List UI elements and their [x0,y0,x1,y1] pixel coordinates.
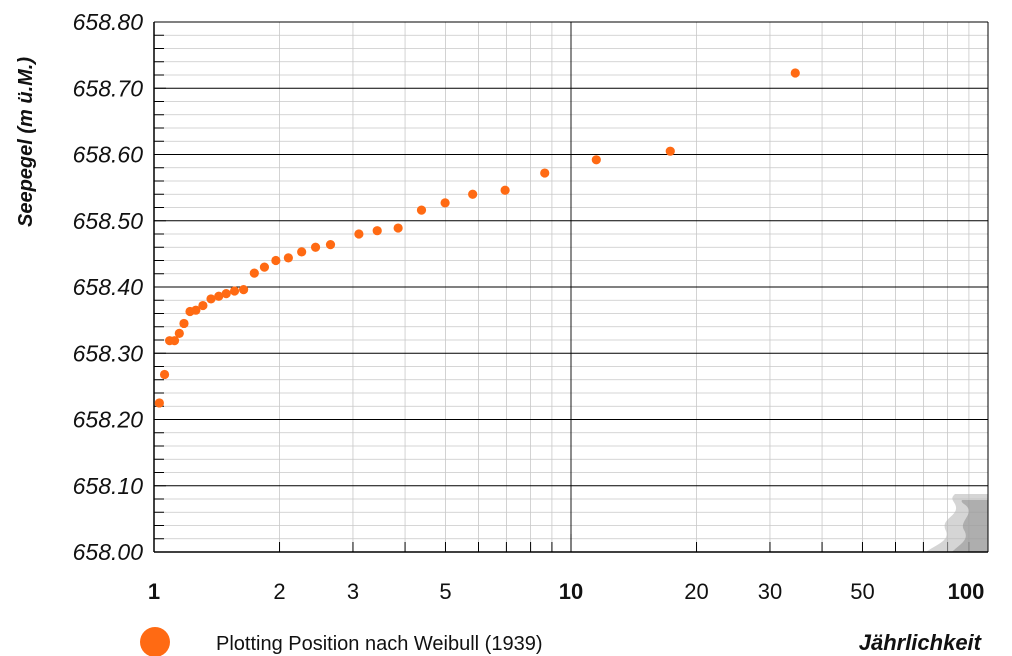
data-point [591,155,601,165]
data-point [154,398,164,408]
data-point [214,291,224,301]
data-point [393,223,403,233]
data-point [468,189,478,199]
x-tick-label: 5 [439,579,451,604]
y-tick-label: 658.50 [73,208,144,234]
x-tick-label: 1 [148,579,160,604]
y-tick-label: 658.40 [73,274,144,300]
x-tick-label: 10 [559,579,583,604]
data-points [154,68,800,408]
y-tick-label: 658.20 [73,407,144,433]
data-point [221,289,231,299]
y-tick-labels: 658.00 658.10 658.20 658.30 658.40 658.50 658.… [73,9,144,565]
data-point [174,328,184,338]
legend-marker [140,627,170,656]
data-point [159,369,170,380]
x-tick-label: 100 [948,579,985,604]
legend: Plotting Position nach Weibull (1939) [140,627,542,656]
y-minor-ticks [154,21,166,553]
x-tick-labels: 1 2 3 5 10 20 30 50 100 [148,579,984,604]
data-point [665,146,675,156]
data-point [790,68,800,78]
y-tick-label: 658.60 [73,142,144,168]
data-point [310,242,321,252]
data-point [500,185,510,195]
data-point [169,336,180,346]
y-tick-label: 658.10 [73,473,144,499]
data-point [238,285,249,295]
data-point [198,300,208,311]
data-point [440,198,450,208]
plot-area [153,21,989,553]
data-point [325,240,336,250]
data-point [372,226,382,236]
legend-label: Plotting Position nach Weibull (1939) [216,633,542,655]
x-tick-label: 50 [850,579,874,604]
y-tick-label: 658.80 [73,9,144,35]
data-point [206,294,216,304]
data-point [540,168,550,178]
x-tick-label: 2 [273,579,285,604]
y-tick-label: 658.30 [73,340,144,366]
data-point [297,247,307,257]
data-point [229,286,240,296]
data-point [354,229,364,239]
data-point [179,318,189,329]
x-tick-label: 20 [684,579,708,604]
data-point [191,305,201,315]
y-axis-label: Seepegel (m ü.M.) [15,57,37,227]
data-point [283,253,293,263]
data-point [259,262,270,272]
x-tick-label: 3 [347,579,359,604]
data-point [249,268,259,278]
y-tick-label: 658.70 [73,75,144,101]
x-axis-label: Jährlichkeit [859,630,983,655]
data-point [271,255,281,266]
x-tick-label: 30 [758,579,782,604]
y-tick-label: 658.00 [73,539,144,565]
data-point [416,205,427,215]
watermark-logo [926,494,988,552]
